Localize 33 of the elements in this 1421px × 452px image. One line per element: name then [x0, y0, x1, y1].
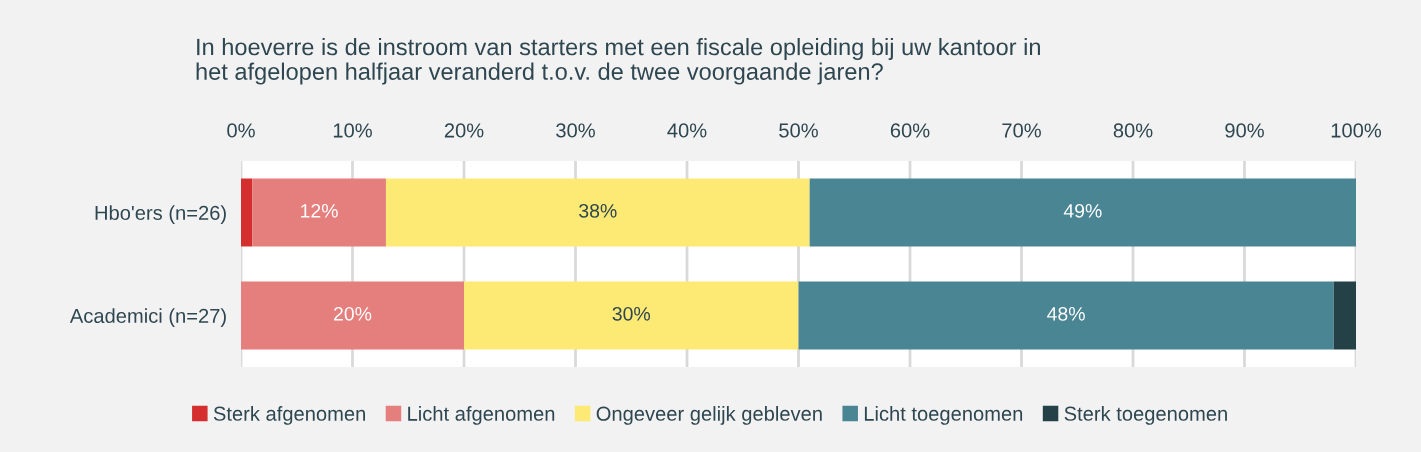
data-label: 49%: [1063, 203, 1102, 218]
x-tick-label: 70%: [1002, 123, 1041, 138]
y-tick-label: Hbo'ers (n=26): [95, 205, 226, 224]
bar: [464, 281, 799, 350]
data-label: 48%: [1047, 306, 1085, 321]
legend-label: Sterk toegenomen: [1064, 406, 1227, 425]
bar: [252, 178, 386, 247]
x-tick-label: 80%: [1113, 123, 1153, 138]
data-label: 20%: [334, 306, 372, 321]
x-tick-label: 0%: [227, 123, 255, 138]
x-tick-label: 60%: [890, 123, 930, 138]
chart-title: In hoeverre is de instroom van starters met een fiscale opleiding bij uw kantoor in het afgelopen halfjaar veranderd t.o.v. de twee voorgaande jaren?: [196, 38, 1040, 85]
legend-label: Sterk afgenomen: [213, 406, 365, 425]
y-tick-label: Academici (n=27): [69, 308, 226, 327]
legend-label: Licht afgenomen: [408, 406, 555, 425]
bar: [385, 178, 810, 247]
bar: [809, 178, 1356, 247]
data-label: 30%: [612, 306, 651, 321]
data-label: 12%: [301, 203, 338, 218]
legend-label: Ongeveer gelijk gebleven: [596, 406, 822, 425]
bar: [241, 281, 464, 350]
x-tick-label: 90%: [1225, 123, 1264, 138]
data-label: 38%: [579, 203, 617, 218]
x-tick-label: 100%: [1331, 123, 1382, 138]
legend-label: Licht toegenomen: [864, 406, 1023, 425]
x-tick-label: 10%: [333, 123, 372, 138]
bar: [1333, 281, 1356, 350]
x-tick-label: 20%: [444, 123, 484, 138]
x-tick-label: 40%: [667, 123, 707, 138]
x-tick-label: 50%: [779, 123, 818, 138]
bar: [798, 281, 1334, 350]
bar: [241, 178, 253, 247]
x-tick-label: 30%: [556, 123, 595, 138]
